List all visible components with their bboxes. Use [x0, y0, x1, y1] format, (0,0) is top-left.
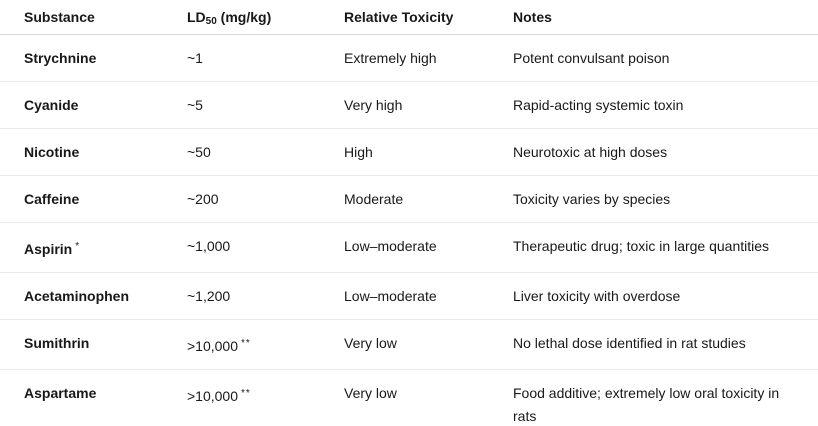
- table-header: Substance LD50 (mg/kg) Relative Toxicity…: [0, 0, 818, 35]
- substance-name: Strychnine: [24, 50, 97, 66]
- toxicity-cell: Low–moderate: [344, 222, 513, 273]
- column-header-ld50: LD50 (mg/kg): [187, 0, 344, 35]
- ld50-value: ~1: [187, 50, 203, 66]
- table-row: Acetaminophen ~1,200 Low–moderate Liver …: [0, 272, 818, 320]
- toxicity-value: High: [344, 144, 373, 160]
- ld50-label-suffix: (mg/kg): [216, 9, 272, 25]
- ld50-value: ~200: [187, 191, 219, 207]
- toxicity-cell: Extremely high: [344, 34, 513, 82]
- ld50-footnote-marker: **: [241, 338, 251, 349]
- toxicity-cell: Very high: [344, 81, 513, 129]
- column-header-relative-toxicity-label: Relative Toxicity: [344, 9, 454, 25]
- table-row: Caffeine ~200 Moderate Toxicity varies b…: [0, 175, 818, 223]
- table-row: Sumithrin >10,000 ** Very low No lethal d…: [0, 319, 818, 370]
- substance-cell: Aspartame: [0, 370, 187, 426]
- ld50-cell: >10,000 **: [187, 370, 344, 426]
- substance-name: Cyanide: [24, 97, 79, 113]
- column-header-substance: Substance: [0, 0, 187, 35]
- header-row: Substance LD50 (mg/kg) Relative Toxicity…: [0, 0, 818, 35]
- notes-cell: Potent convulsant poison: [513, 34, 818, 82]
- ld50-label-prefix: LD: [187, 9, 206, 25]
- toxicity-cell: High: [344, 128, 513, 176]
- notes-value: Potent convulsant poison: [513, 50, 670, 66]
- substance-cell: Aspirin *: [0, 222, 187, 273]
- substance-cell: Cyanide: [0, 81, 187, 129]
- notes-cell: No lethal dose identified in rat studies: [513, 319, 818, 370]
- notes-value: Therapeutic drug; toxic in large quantit…: [513, 238, 770, 254]
- substance-cell: Sumithrin: [0, 319, 187, 370]
- toxicity-value: Very low: [344, 335, 397, 351]
- toxicity-value: Very low: [344, 385, 397, 401]
- notes-value: Food additive; extremely low oral toxici…: [513, 385, 780, 424]
- substance-name: Acetaminophen: [24, 288, 130, 304]
- notes-value: No lethal dose identified in rat studies: [513, 335, 746, 351]
- toxicity-cell: Very low: [344, 319, 513, 370]
- substance-cell: Acetaminophen: [0, 272, 187, 320]
- ld50-value: >10,000: [187, 388, 238, 404]
- ld50-cell: ~1,200: [187, 272, 344, 320]
- notes-value: Neurotoxic at high doses: [513, 144, 668, 160]
- ld50-cell: ~200: [187, 175, 344, 223]
- substance-cell: Nicotine: [0, 128, 187, 176]
- notes-value: Rapid-acting systemic toxin: [513, 97, 684, 113]
- table-row: Strychnine ~1 Extremely high Potent conv…: [0, 34, 818, 82]
- ld50-value: ~5: [187, 97, 203, 113]
- column-header-notes-label: Notes: [513, 9, 552, 25]
- substance-cell: Caffeine: [0, 175, 187, 223]
- notes-cell: Neurotoxic at high doses: [513, 128, 818, 176]
- substance-name: Nicotine: [24, 144, 80, 160]
- notes-cell: Food additive; extremely low oral toxici…: [513, 370, 818, 426]
- ld50-value: ~1,000: [187, 238, 231, 254]
- table-row: Cyanide ~5 Very high Rapid-acting system…: [0, 81, 818, 129]
- column-header-relative-toxicity: Relative Toxicity: [344, 0, 513, 35]
- ld50-cell: ~5: [187, 81, 344, 129]
- toxicity-value: Low–moderate: [344, 238, 437, 254]
- ld50-footnote-marker: **: [241, 388, 251, 399]
- notes-cell: Therapeutic drug; toxic in large quantit…: [513, 222, 818, 273]
- toxicity-value: Very high: [344, 97, 403, 113]
- toxicity-value: Low–moderate: [344, 288, 437, 304]
- notes-cell: Rapid-acting systemic toxin: [513, 81, 818, 129]
- ld50-cell: ~1,000: [187, 222, 344, 273]
- notes-cell: Toxicity varies by species: [513, 175, 818, 223]
- ld50-value: >10,000: [187, 338, 238, 354]
- column-header-substance-label: Substance: [24, 9, 95, 25]
- substance-name: Aspartame: [24, 385, 97, 401]
- ld50-cell: ~50: [187, 128, 344, 176]
- table-row: Aspartame >10,000 ** Very low Food additi…: [0, 370, 818, 426]
- substance-name: Aspirin: [24, 241, 73, 257]
- ld50-cell: >10,000 **: [187, 319, 344, 370]
- ld50-cell: ~1: [187, 34, 344, 82]
- notes-value: Toxicity varies by species: [513, 191, 671, 207]
- column-header-notes: Notes: [513, 0, 818, 35]
- table-row: Nicotine ~50 High Neurotoxic at high dos…: [0, 128, 818, 176]
- substance-cell: Strychnine: [0, 34, 187, 82]
- substance-name: Sumithrin: [24, 335, 90, 351]
- toxicity-cell: Moderate: [344, 175, 513, 223]
- notes-cell: Liver toxicity with overdose: [513, 272, 818, 320]
- table-body: Strychnine ~1 Extremely high Potent conv…: [0, 34, 818, 426]
- toxicity-value: Moderate: [344, 191, 404, 207]
- ld50-label-subscript: 50: [205, 16, 217, 27]
- substance-name: Caffeine: [24, 191, 80, 207]
- table-row: Aspirin * ~1,000 Low–moderate Therapeutic…: [0, 222, 818, 273]
- toxicity-value: Extremely high: [344, 50, 437, 66]
- toxicity-cell: Low–moderate: [344, 272, 513, 320]
- notes-value: Liver toxicity with overdose: [513, 288, 681, 304]
- ld50-value: ~50: [187, 144, 211, 160]
- substance-footnote-marker: *: [75, 241, 81, 252]
- ld50-value: ~1,200: [187, 288, 231, 304]
- toxicity-cell: Very low: [344, 370, 513, 426]
